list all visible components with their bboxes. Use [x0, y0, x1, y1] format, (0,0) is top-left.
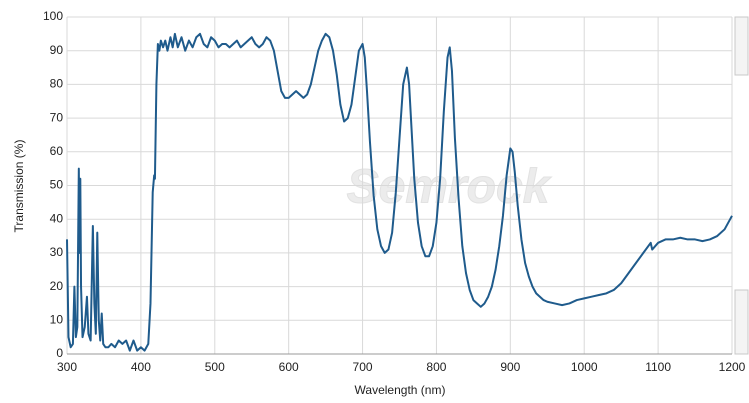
y-tick-label: 10 — [50, 312, 64, 326]
data-line — [66, 32, 733, 352]
x-tick-label: 1100 — [645, 360, 671, 374]
y-tick-label: 30 — [50, 245, 64, 259]
x-tick-label: 700 — [353, 360, 373, 374]
y-tick-label: 80 — [50, 77, 64, 91]
x-tick-label: 1000 — [571, 360, 598, 374]
side-panel — [734, 289, 749, 355]
y-tick-label: 60 — [50, 144, 64, 158]
side-panel — [734, 16, 749, 76]
x-tick-label: 1200 — [719, 360, 746, 374]
x-tick-label: 400 — [131, 360, 151, 374]
x-axis-label: Wavelength (nm) — [355, 383, 446, 397]
y-tick-label: 50 — [50, 178, 64, 192]
y-axis-label: Transmission (%) — [12, 140, 26, 233]
x-tick-label: 500 — [205, 360, 225, 374]
y-tick-label: 100 — [43, 9, 63, 23]
y-tick-label: 40 — [50, 211, 64, 225]
x-tick-label: 600 — [279, 360, 299, 374]
y-tick-label: 70 — [50, 110, 64, 124]
x-tick-label: 300 — [57, 360, 77, 374]
y-tick-label: 90 — [50, 43, 64, 57]
x-tick-label: 800 — [426, 360, 446, 374]
y-tick-label: 0 — [56, 346, 63, 360]
y-tick-label: 20 — [50, 279, 64, 293]
x-tick-label: 900 — [500, 360, 520, 374]
watermark: Semrock — [347, 161, 552, 214]
